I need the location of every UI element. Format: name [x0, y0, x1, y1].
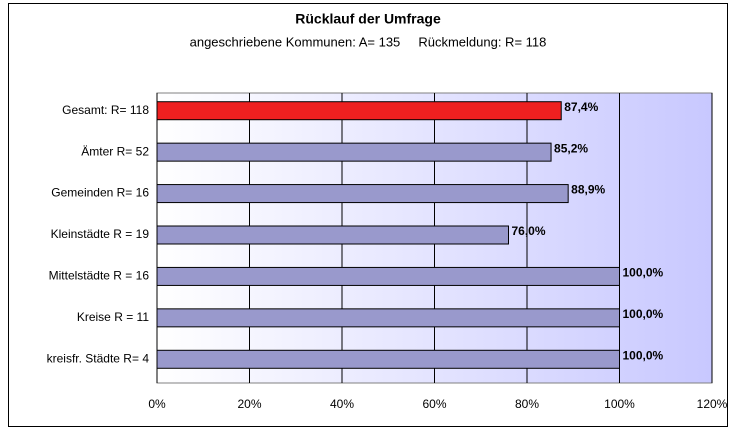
value-label: 100,0%: [623, 307, 664, 321]
x-tick-label: 60%: [422, 397, 446, 411]
x-tick-label: 40%: [330, 397, 354, 411]
value-label: 100,0%: [623, 348, 664, 362]
y-tick-label: Gesamt: R= 118: [62, 103, 149, 117]
x-tick-label: 20%: [237, 397, 261, 411]
chart-subtitle: angeschriebene Kommunen: A= 135 Rückmeld…: [190, 34, 547, 49]
value-label: 100,0%: [623, 266, 664, 280]
y-tick-label: Kreise R = 11: [77, 310, 149, 324]
value-label: 85,2%: [554, 141, 588, 155]
x-tick-label: 0%: [148, 397, 166, 411]
y-tick-label: Mittelstädte R = 16: [49, 269, 150, 283]
value-label: 87,4%: [564, 100, 598, 114]
y-tick-label: Ämter R= 52: [81, 144, 149, 158]
y-tick-label: Gemeinden R= 16: [51, 186, 149, 200]
bar: [156, 184, 569, 204]
bar: [156, 225, 509, 245]
value-label: 88,9%: [571, 183, 605, 197]
x-tick-label: 100%: [604, 397, 635, 411]
value-label: 76,0%: [512, 224, 546, 238]
x-tick-label: 120%: [697, 397, 728, 411]
y-tick-label: kreisfr. Städte R= 4: [47, 351, 150, 365]
bar: [156, 349, 620, 369]
bar: [156, 266, 620, 286]
bar: [156, 308, 620, 328]
bar: [156, 101, 562, 121]
bar: [156, 142, 552, 162]
x-tick-label: 80%: [515, 397, 539, 411]
y-tick-label: Kleinstädte R = 19: [51, 227, 150, 241]
chart-title: Rücklauf der Umfrage: [295, 11, 441, 27]
